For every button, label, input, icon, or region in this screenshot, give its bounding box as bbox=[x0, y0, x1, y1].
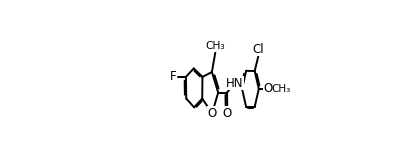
Text: CH₃: CH₃ bbox=[272, 84, 291, 94]
Text: Cl: Cl bbox=[253, 43, 264, 56]
Text: O: O bbox=[223, 107, 232, 120]
Text: O: O bbox=[263, 82, 272, 95]
Text: O: O bbox=[208, 107, 217, 120]
Text: F: F bbox=[170, 70, 176, 83]
Text: HN: HN bbox=[226, 77, 244, 90]
Text: CH₃: CH₃ bbox=[206, 41, 225, 51]
